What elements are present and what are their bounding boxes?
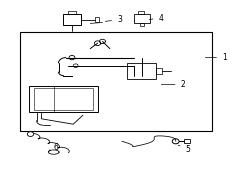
Text: 1: 1 [205,53,227,62]
Bar [20,32,212,131]
Bar [140,23,144,26]
Bar [134,14,150,23]
Bar [29,86,98,112]
Circle shape [69,55,75,60]
Circle shape [27,132,34,136]
Bar [127,63,156,79]
Circle shape [73,64,78,68]
Bar [95,17,99,22]
Bar [34,88,93,110]
Text: 3: 3 [105,15,122,24]
Text: 2: 2 [161,80,185,89]
Bar [156,68,162,74]
Bar [184,139,190,143]
Circle shape [172,139,179,144]
Text: 6: 6 [49,140,59,152]
Bar [138,11,144,14]
Text: 5: 5 [178,145,190,154]
Bar [63,14,81,25]
Bar [68,11,76,14]
Text: 4: 4 [149,14,163,22]
